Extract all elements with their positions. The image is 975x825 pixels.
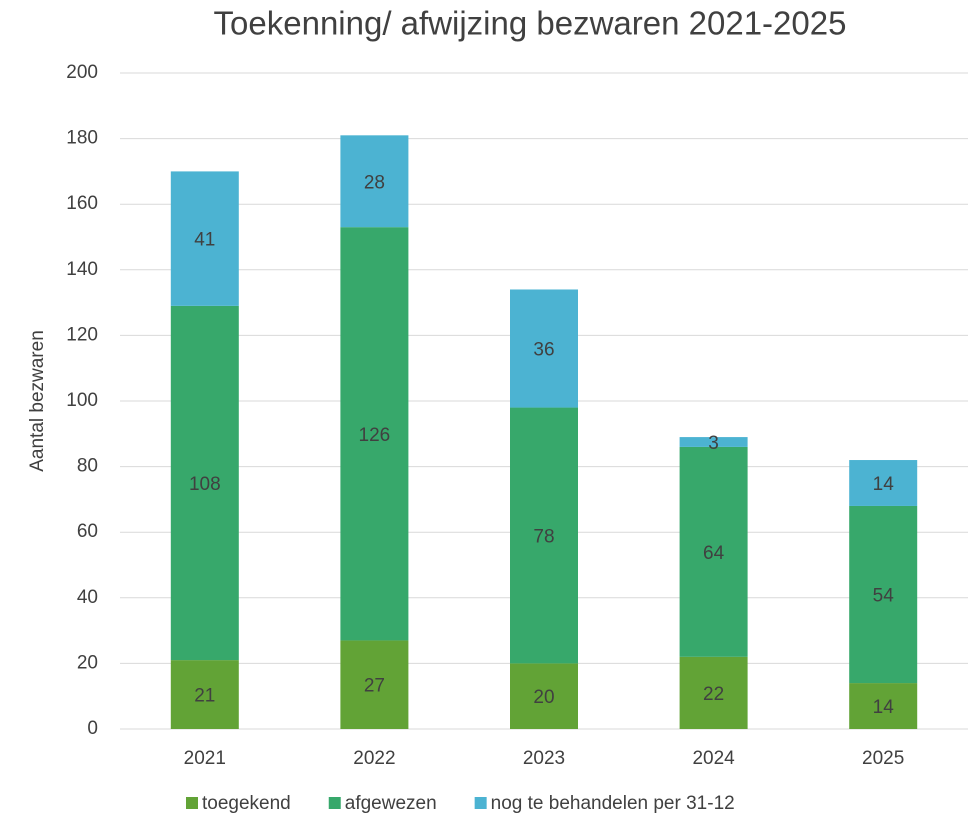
bar-segment <box>679 656 748 729</box>
y-tick-label: 140 <box>66 259 98 280</box>
bar-segment <box>170 660 239 729</box>
x-tick-label: 2024 <box>692 748 735 769</box>
bar-segment <box>510 289 578 408</box>
data-label: 14 <box>873 474 895 495</box>
y-tick-label: 80 <box>77 456 98 477</box>
data-label: 3 <box>708 433 719 454</box>
data-label: 20 <box>533 687 554 708</box>
bar-segment <box>340 135 409 228</box>
y-tick-label: 200 <box>66 62 98 83</box>
bar-segment <box>849 683 918 729</box>
y-tick-label: 100 <box>66 390 98 411</box>
bar-segment <box>849 460 918 506</box>
data-label: 41 <box>194 230 215 251</box>
legend-label: toegekend <box>202 793 291 814</box>
y-tick-label: 160 <box>66 193 98 214</box>
data-label: 64 <box>703 543 725 564</box>
bar-segment <box>340 227 409 641</box>
bar-segment <box>679 437 748 447</box>
legend-label: afgewezen <box>345 793 437 814</box>
chart-title: Toekenning/ afwijzing bezwaren 2021-2025 <box>214 5 847 42</box>
data-label: 28 <box>364 172 385 193</box>
x-tick-label: 2022 <box>353 748 395 769</box>
bar-segment <box>510 407 578 664</box>
data-label: 36 <box>533 340 554 361</box>
data-label: 108 <box>189 474 221 495</box>
y-tick-label: 180 <box>66 128 98 149</box>
data-label: 54 <box>873 586 895 607</box>
legend-swatch <box>328 797 341 809</box>
bar-segment <box>849 505 918 684</box>
data-label: 126 <box>359 425 391 446</box>
y-tick-label: 120 <box>66 324 98 345</box>
x-tick-label: 2021 <box>184 748 226 769</box>
y-tick-label: 20 <box>77 652 98 673</box>
data-label: 27 <box>364 676 385 697</box>
x-tick-label: 2023 <box>523 748 565 769</box>
bar-segment <box>170 305 239 661</box>
bar-segment <box>679 446 748 657</box>
data-label: 22 <box>703 684 724 705</box>
y-tick-label: 60 <box>77 521 98 542</box>
data-label: 78 <box>533 526 554 547</box>
data-label: 21 <box>194 686 215 707</box>
legend-label: nog te behandelen per 31-12 <box>491 793 735 814</box>
y-tick-label: 40 <box>77 587 98 608</box>
bar-segment <box>170 171 239 306</box>
bar-segment <box>340 640 409 729</box>
data-label: 14 <box>873 697 895 718</box>
y-tick-label: 0 <box>87 718 98 739</box>
x-tick-label: 2025 <box>862 748 904 769</box>
y-axis-label: Aantal bezwaren <box>27 330 48 472</box>
legend-swatch <box>186 797 198 809</box>
bar-segment <box>510 663 578 729</box>
legend-swatch <box>474 797 487 809</box>
